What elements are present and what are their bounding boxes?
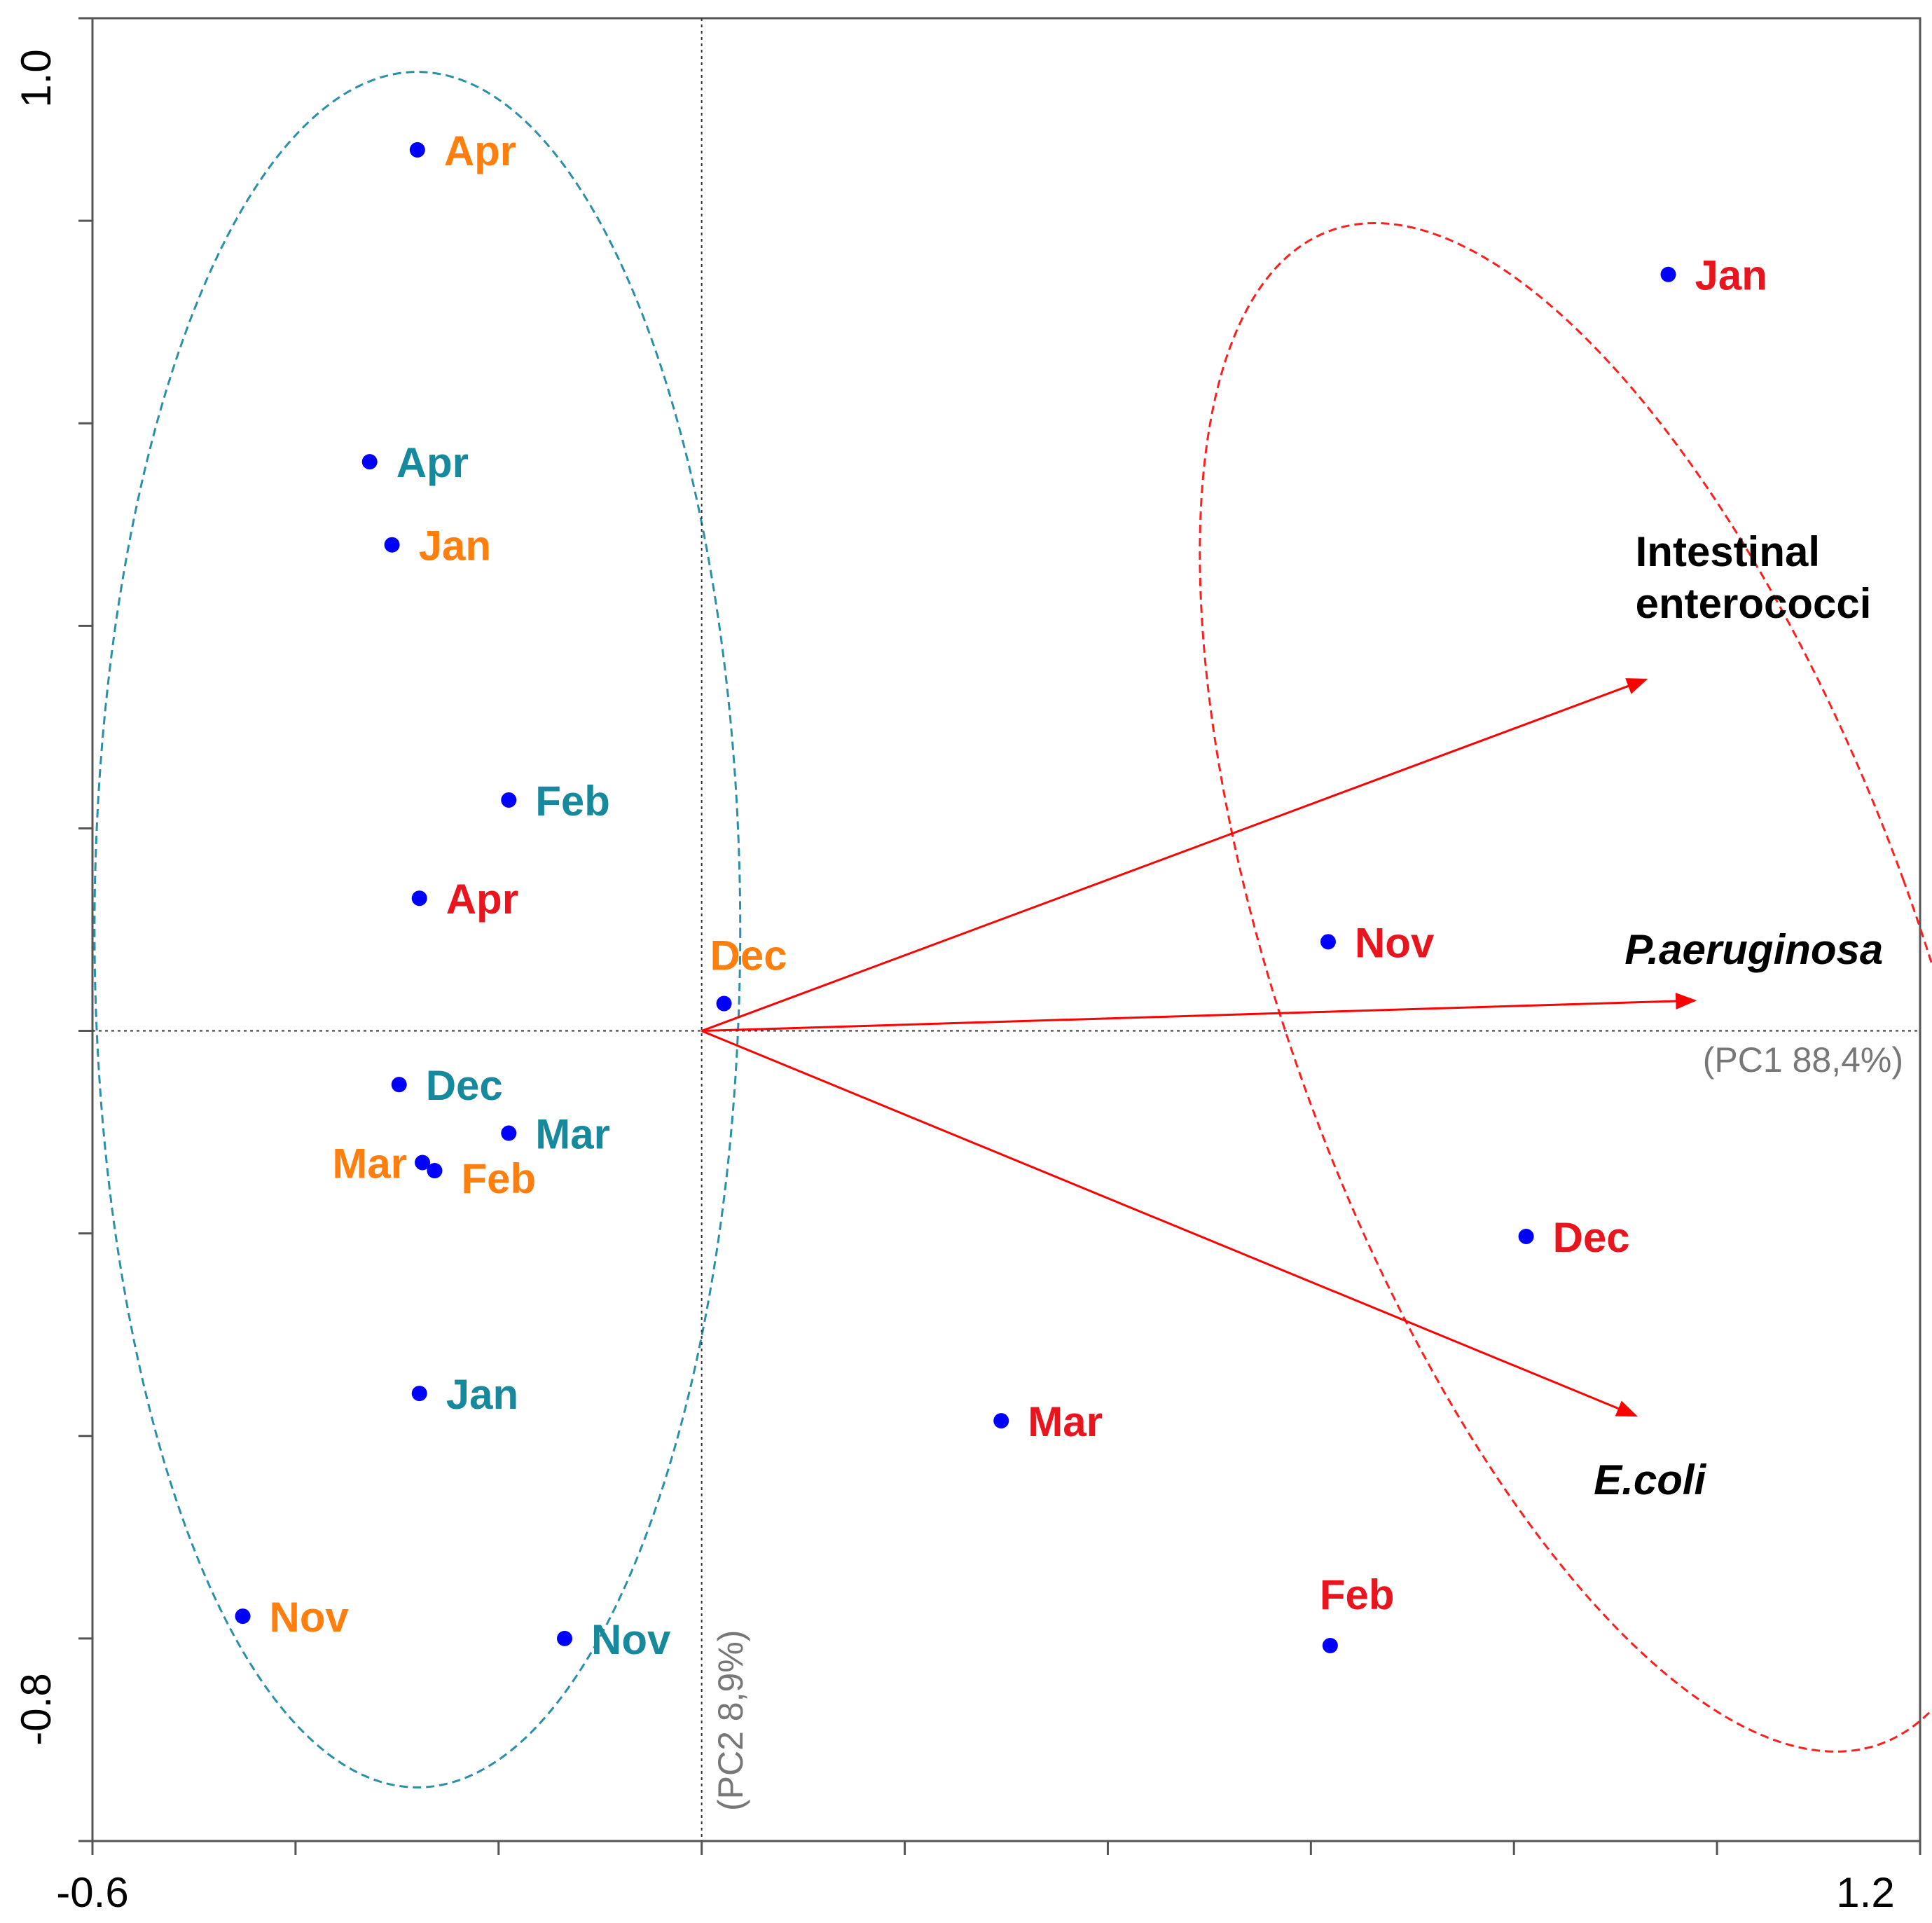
data-point xyxy=(1320,934,1336,950)
y-tick-label-max: 1.0 xyxy=(13,49,60,107)
data-point xyxy=(1322,1638,1338,1654)
x-tick-label-max: 1.2 xyxy=(1836,1869,1894,1916)
vector-arrow-2 xyxy=(701,993,1697,1033)
group-ellipse-2 xyxy=(1199,221,1932,1753)
y-tick-label-min: -0.8 xyxy=(13,1673,60,1745)
data-point xyxy=(361,454,378,470)
data-label: Apr xyxy=(444,127,516,174)
data-label: Jan xyxy=(419,523,491,570)
confidence-ellipses xyxy=(93,71,1932,1788)
origin-lines xyxy=(92,18,1920,1841)
data-point xyxy=(384,537,400,553)
data-label: Feb xyxy=(461,1155,536,1202)
variable-vectors: Intestinal enterococci P.aeruginosa E.coli xyxy=(701,528,1883,1503)
data-label: Dec xyxy=(710,932,787,979)
data-point xyxy=(411,1386,427,1402)
data-label: Dec xyxy=(1553,1214,1630,1261)
vector-label-1: Intestinal enterococci xyxy=(1636,528,1872,627)
axis-ticks xyxy=(78,17,1921,1855)
vector-arrow-3 xyxy=(701,1030,1638,1417)
data-point xyxy=(716,995,732,1012)
data-point xyxy=(391,1077,407,1093)
vector-label-3: E.coli xyxy=(1594,1456,1706,1503)
x-axis-title: (PC1 88,4%) xyxy=(1703,1040,1903,1080)
data-label: Apr xyxy=(446,876,518,923)
data-label: Nov xyxy=(1355,919,1435,966)
data-point xyxy=(427,1163,443,1179)
data-label: Jan xyxy=(1695,252,1767,299)
data-point xyxy=(1660,266,1676,282)
data-point xyxy=(235,1608,251,1625)
data-point xyxy=(1518,1229,1534,1245)
vector-label-2: P.aeruginosa xyxy=(1624,926,1883,973)
x-tick-label-min: -0.6 xyxy=(56,1869,128,1916)
data-label: Nov xyxy=(270,1594,350,1641)
data-label: Feb xyxy=(535,778,610,825)
data-point xyxy=(993,1413,1009,1429)
data-label: Mar xyxy=(1028,1398,1103,1445)
data-label: Mar xyxy=(332,1140,407,1187)
data-label: Mar xyxy=(535,1111,610,1158)
data-label: Jan xyxy=(446,1371,518,1418)
data-point xyxy=(411,890,427,907)
data-label: Nov xyxy=(591,1616,671,1663)
data-label: Apr xyxy=(396,439,469,486)
data-point xyxy=(501,792,517,808)
group-ellipse-1 xyxy=(93,71,742,1788)
data-point xyxy=(415,1155,431,1171)
y-axis-title: (PC2 8,9%) xyxy=(711,1630,750,1811)
data-point xyxy=(409,142,425,158)
data-label: Dec xyxy=(426,1062,503,1109)
data-point xyxy=(556,1630,572,1646)
data-point xyxy=(501,1125,517,1141)
vector-arrow-1 xyxy=(701,678,1648,1032)
data-label: Feb xyxy=(1320,1571,1395,1618)
